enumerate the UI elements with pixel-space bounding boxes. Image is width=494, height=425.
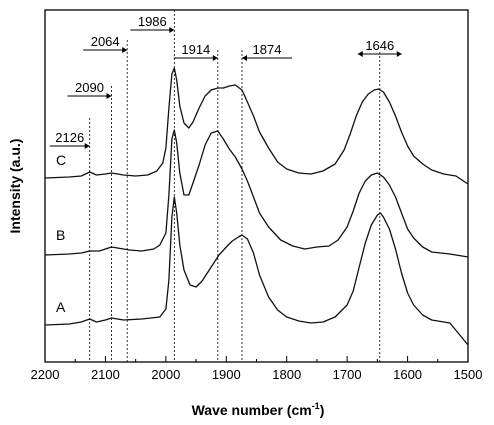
peak-arrowhead-2064 [122,47,128,53]
series-line-a [44,196,469,346]
spectra-series: A B C [44,67,469,346]
x-tick-label: 1800 [272,367,301,382]
x-axis-title-end: ) [320,402,325,418]
peak-arrowhead-2126 [84,143,90,149]
peak-arrowhead-1646 [357,51,363,57]
peak-label-2090: 2090 [75,80,104,95]
y-axis-title: Intensity (a.u.) [7,139,23,234]
plot-frame [44,9,469,363]
x-axis-title: Wave number (cm-1) [192,401,325,418]
peak-label-2064: 2064 [91,34,120,49]
series-label-b: B [56,227,65,243]
peak-reference-lines [89,10,381,362]
peak-arrowhead-1914 [212,55,218,61]
peak-annotations: 2126 2090 2064 1986 1914 1874 1646 [49,14,402,149]
peak-label-1986: 1986 [138,14,167,29]
x-tick-label: 1900 [212,367,241,382]
peak-label-1914: 1914 [181,42,210,57]
x-axis-ticks: 2200 2100 2000 1900 1800 1700 1600 1500 [31,356,483,382]
x-tick-label: 2200 [31,367,60,382]
peak-arrowhead-1986 [169,27,175,33]
series-label-c: C [56,152,66,168]
series-line-c [44,67,469,185]
peak-arrowhead-1874 [241,55,247,61]
peak-arrowhead-2090 [106,93,112,99]
x-tick-label: 1500 [454,367,483,382]
x-axis-title-superscript: -1 [312,401,320,411]
x-tick-label: 2100 [91,367,120,382]
peak-label-2126: 2126 [55,130,84,145]
x-tick-label: 2000 [151,367,180,382]
x-axis-title-main: Wave number (cm [192,402,312,418]
x-tick-label: 1700 [333,367,362,382]
series-label-a: A [56,299,66,315]
peak-label-1874: 1874 [253,42,282,57]
x-tick-label: 1600 [393,367,422,382]
peak-arrowhead-1646 [396,51,402,57]
series-line-b [44,129,469,258]
peak-label-1646: 1646 [365,38,394,53]
